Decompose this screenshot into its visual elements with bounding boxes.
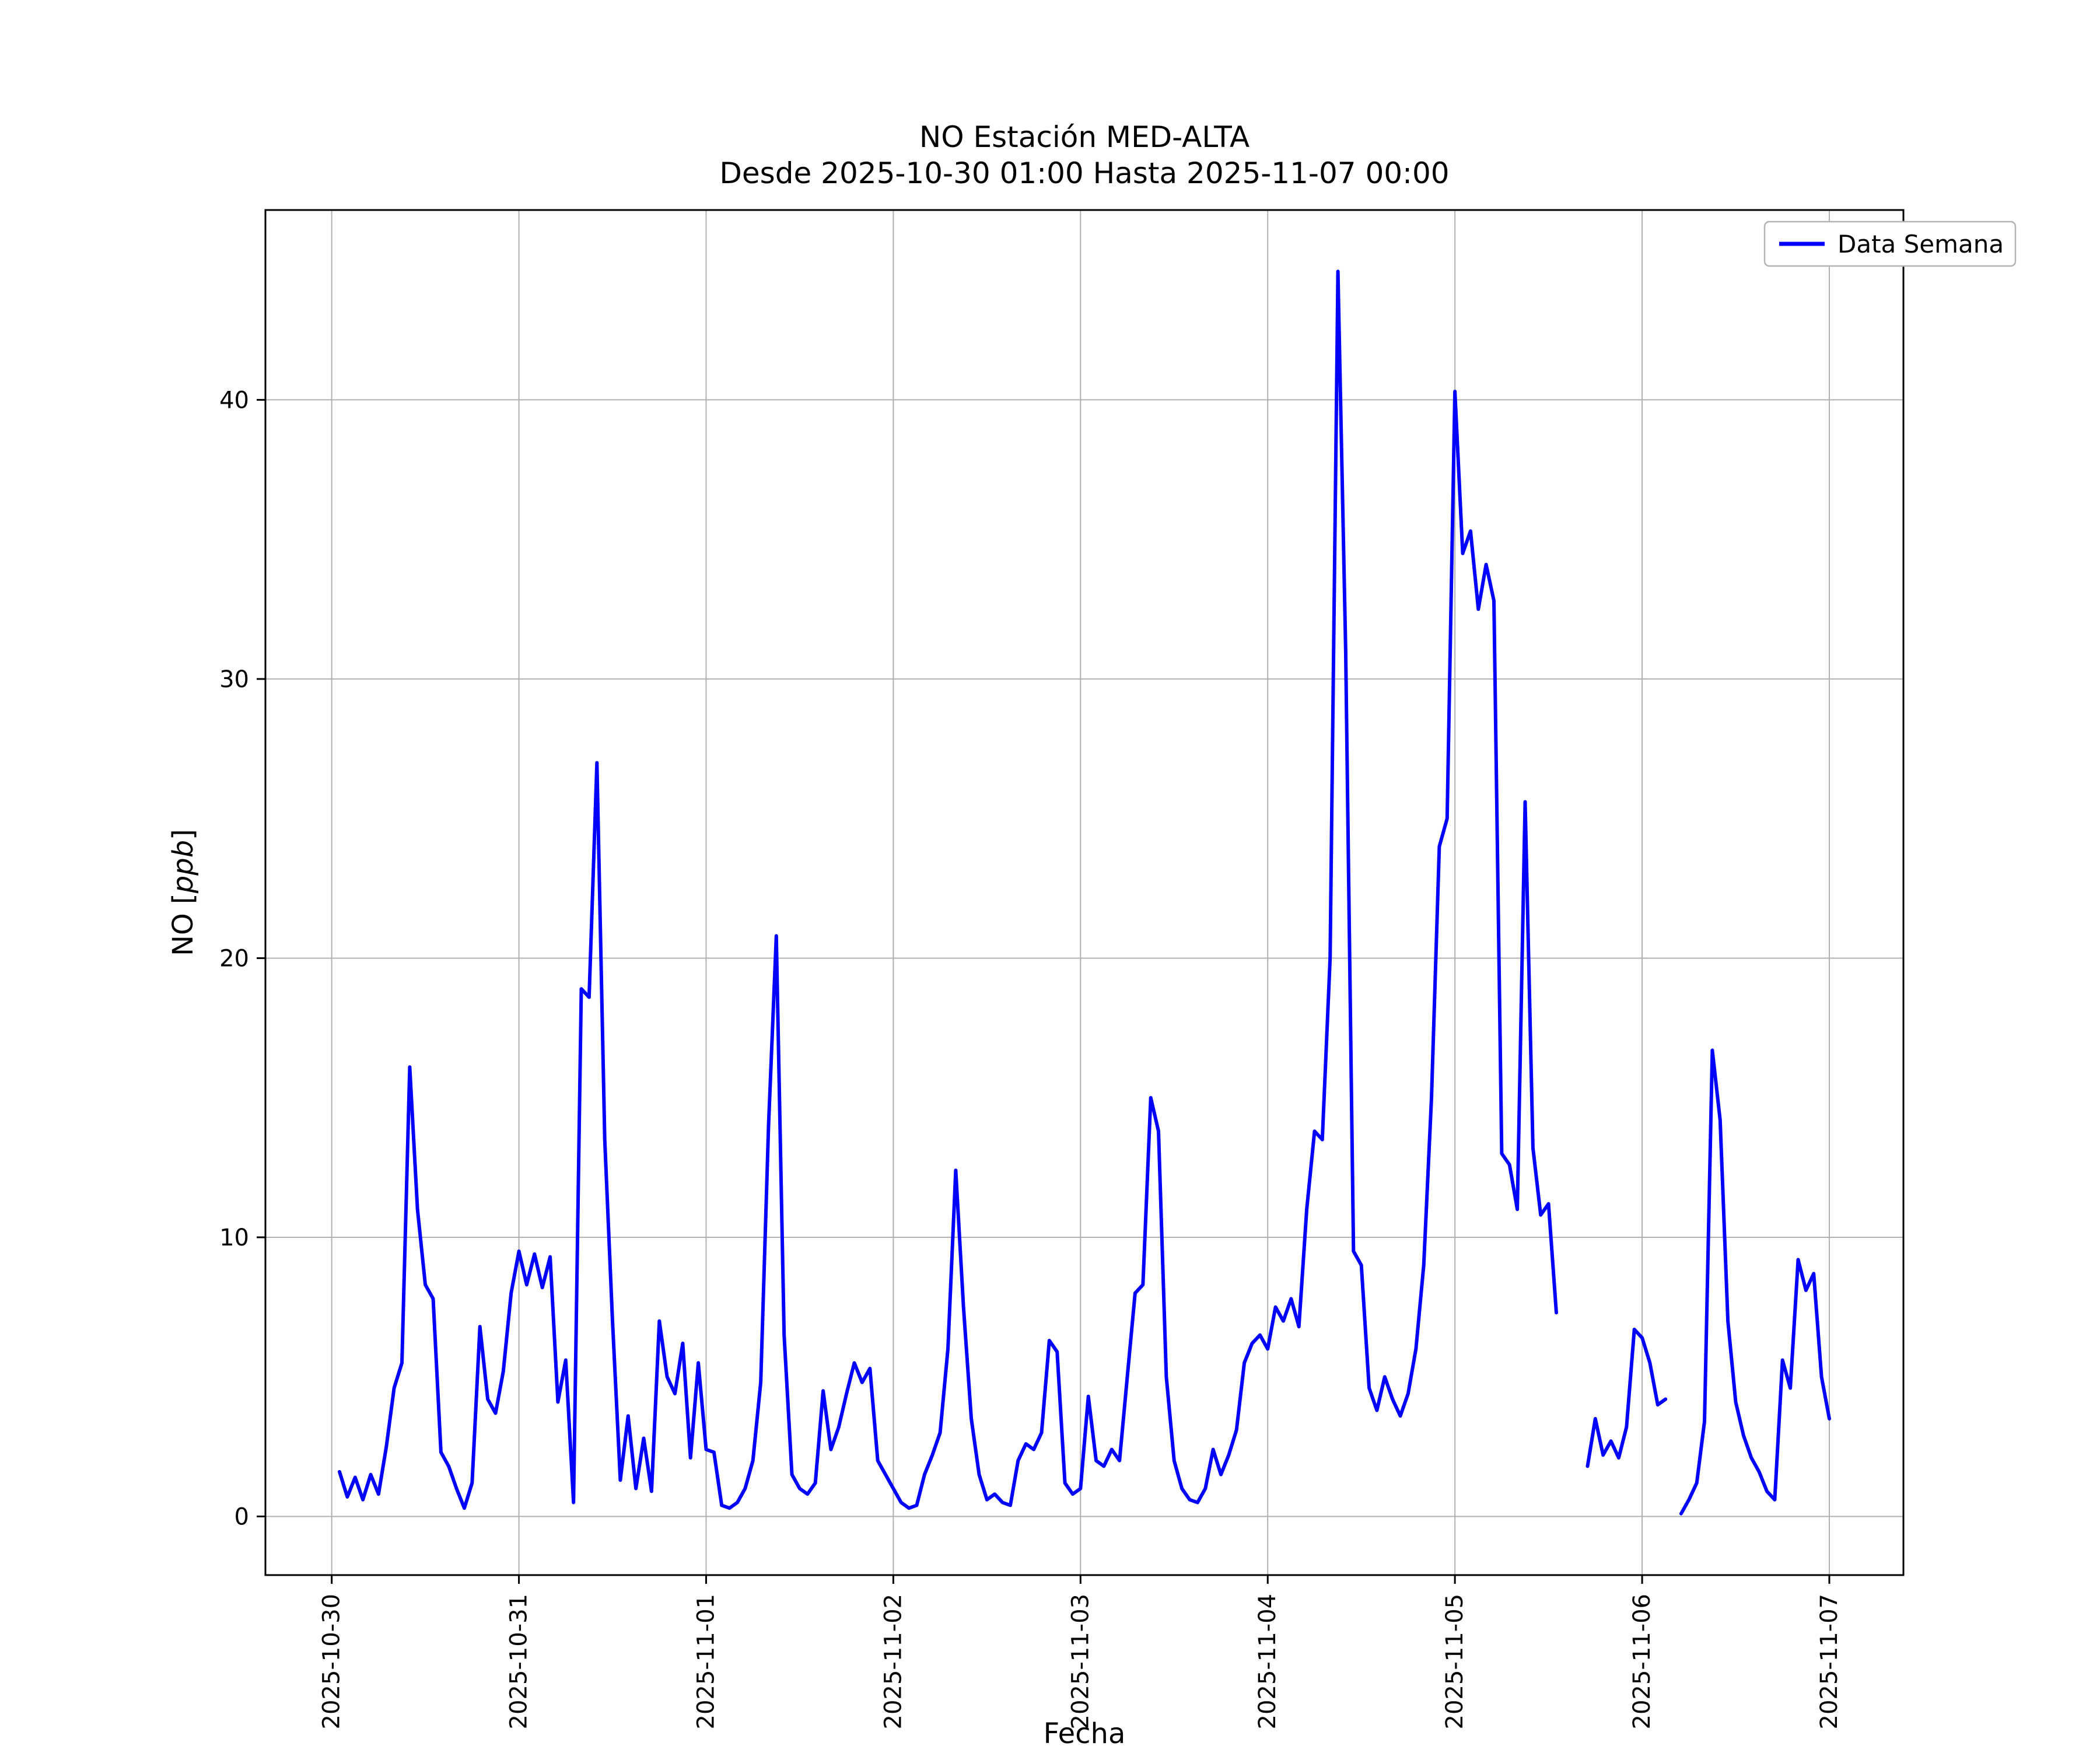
plot-border (264, 209, 1905, 1576)
x-tick-label: 2025-11-03 (1067, 1594, 1094, 1729)
x-axis-label: Fecha (1044, 1717, 1126, 1750)
plot-area: 2025-10-30 2025-10-31 2025-11-01 2025-11-02… (219, 209, 1905, 1729)
x-tick-label: 2025-11-02 (880, 1594, 907, 1729)
y-tick-label: 20 (219, 945, 249, 972)
x-tick-label: 2025-11-05 (1441, 1594, 1468, 1729)
y-tick-label: 30 (219, 666, 249, 693)
y-axis-label: NO [ppb] (167, 829, 200, 956)
x-tick-label: 2025-11-06 (1629, 1594, 1656, 1729)
chart-subtitle: Desde 2025-10-30 01:00 Hasta 2025-11-07 … (719, 156, 1449, 190)
x-tick-label: 2025-10-31 (506, 1594, 533, 1729)
y-tick-label: 0 (235, 1504, 249, 1531)
x-tick-label: 2025-11-07 (1816, 1594, 1843, 1729)
y-tick-label: 10 (219, 1224, 249, 1251)
legend: Data Semana (1763, 221, 2017, 267)
x-tick-label: 2025-11-04 (1254, 1594, 1281, 1729)
legend-frame (1763, 221, 2017, 267)
x-tick-label: 2025-11-01 (692, 1594, 719, 1729)
x-tick-label: 2025-10-30 (318, 1594, 345, 1729)
legend-label: Data Semana (1838, 230, 2004, 258)
y-tick-label: 40 (219, 387, 249, 414)
data-line-data-semana (338, 270, 1831, 1516)
chart-title: NO Estación MED-ALTA (919, 120, 1250, 154)
